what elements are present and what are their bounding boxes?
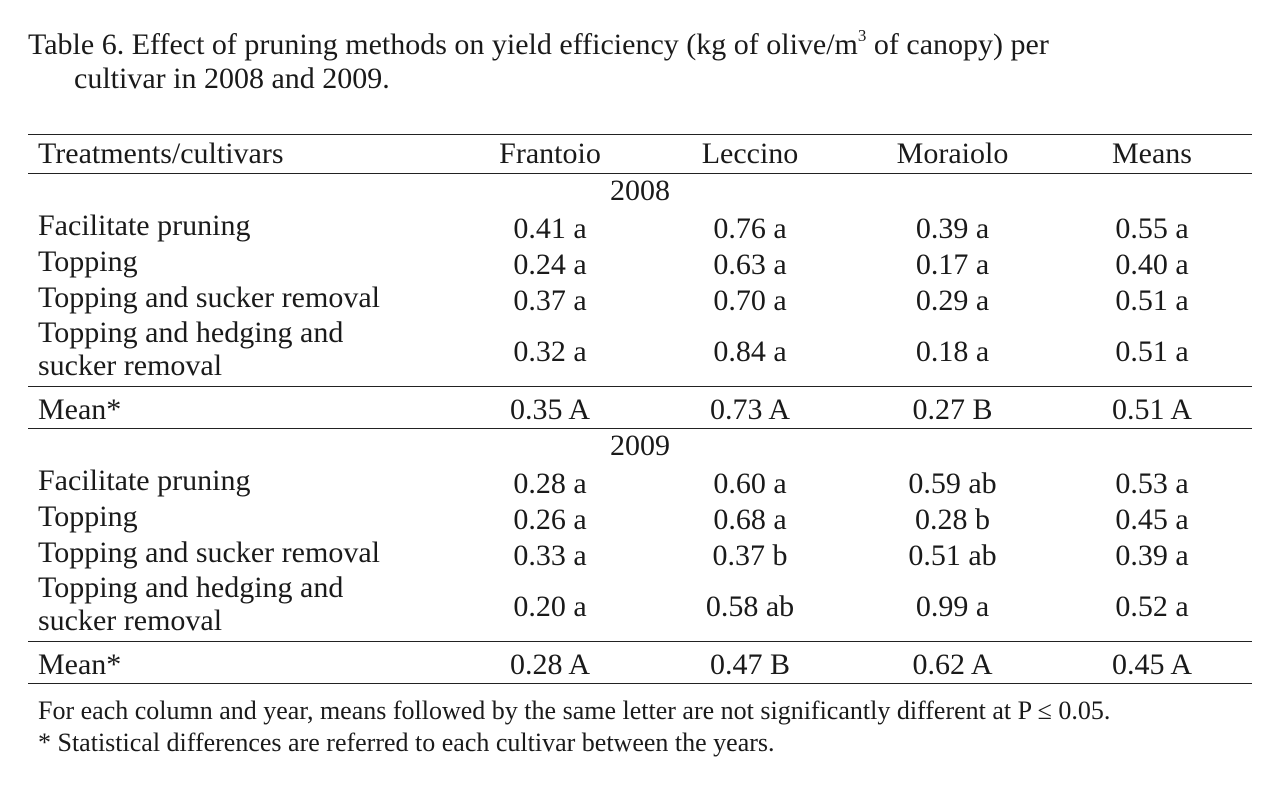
header-means: Means [1112, 137, 1192, 170]
table-row: Topping and hedging and sucker removal 0… [0, 571, 1281, 641]
value-moraiolo: 0.28 b [915, 503, 990, 536]
mean-leccino: 0.47 B [709, 648, 790, 681]
value-leccino: 0.84 a [713, 335, 787, 368]
table-bottom-rule [28, 683, 1252, 684]
treatment-label: Facilitate pruning [38, 464, 251, 497]
value-means: 0.45 a [1115, 503, 1189, 536]
mean-moraiolo: 0.62 A [912, 648, 993, 681]
caption-superscript: 3 [857, 26, 867, 45]
value-leccino: 0.70 a [713, 284, 787, 317]
value-means: 0.55 a [1115, 212, 1189, 245]
header-treatments: Treatments/cultivars [38, 137, 284, 170]
value-frantoio: 0.28 a [513, 467, 587, 500]
caption-line-1: Table 6. Effect of pruning methods on yi… [28, 26, 1258, 62]
treatment-label-line-1: Topping and hedging and [38, 316, 344, 349]
treatment-label-line-1: Topping and hedging and [38, 571, 344, 604]
caption-text-1b: of canopy) per [866, 28, 1049, 61]
year-label: 2009 [610, 429, 670, 462]
table-top-rule [28, 134, 1252, 135]
value-means: 0.52 a [1115, 590, 1189, 623]
mean-means: 0.45 A [1111, 648, 1192, 681]
table-caption: Table 6. Effect of pruning methods on yi… [28, 26, 1258, 96]
year-label: 2008 [610, 174, 670, 207]
value-moraiolo: 0.18 a [915, 335, 990, 368]
header-moraiolo: Moraiolo [896, 137, 1009, 170]
header-frantoio: Frantoio [499, 137, 601, 170]
table-row: Topping and hedging and sucker removal 0… [0, 316, 1281, 386]
value-means: 0.40 a [1115, 248, 1189, 281]
mean-frantoio: 0.28 A [509, 648, 590, 681]
value-frantoio: 0.26 a [513, 503, 587, 536]
value-means: 0.39 a [1115, 539, 1189, 572]
mean-top-rule [28, 386, 1252, 387]
treatment-label-line-2: sucker removal [38, 604, 223, 637]
caption-text-1: Table 6. Effect of pruning methods on yi… [28, 28, 858, 61]
treatment-label: Topping and sucker removal [38, 281, 380, 314]
value-frantoio: 0.37 a [513, 284, 587, 317]
treatment-label-line-2: sucker removal [38, 349, 223, 382]
value-leccino: 0.58 ab [705, 590, 795, 623]
treatment-label: Topping and sucker removal [38, 536, 380, 569]
header-leccino: Leccino [701, 137, 799, 170]
mean-frantoio: 0.35 A [509, 393, 590, 426]
value-frantoio: 0.20 a [513, 590, 587, 623]
footnote-statistical: * Statistical differences are referred t… [38, 728, 775, 757]
mean-label: Mean* [38, 648, 122, 681]
value-moraiolo: 0.29 a [915, 284, 990, 317]
treatment-label: Facilitate pruning [38, 209, 251, 242]
value-frantoio: 0.32 a [513, 335, 587, 368]
value-moraiolo: 0.59 ab [908, 467, 997, 500]
footnote-significance: For each column and year, means followed… [38, 696, 1111, 725]
value-frantoio: 0.24 a [513, 248, 587, 281]
value-leccino: 0.68 a [713, 503, 787, 536]
caption-line-2: cultivar in 2008 and 2009. [74, 62, 390, 95]
value-moraiolo: 0.17 a [915, 248, 990, 281]
mean-label: Mean* [38, 393, 122, 426]
mean-top-rule [28, 641, 1252, 642]
value-leccino: 0.37 b [712, 539, 788, 572]
value-moraiolo: 0.51 ab [908, 539, 997, 572]
value-means: 0.51 a [1115, 335, 1189, 368]
value-moraiolo: 0.39 a [915, 212, 990, 245]
year-separator-rule [28, 428, 1252, 429]
value-frantoio: 0.41 a [513, 212, 587, 245]
mean-leccino: 0.73 A [709, 393, 790, 426]
value-leccino: 0.63 a [713, 248, 787, 281]
value-means: 0.53 a [1115, 467, 1189, 500]
value-means: 0.51 a [1115, 284, 1189, 317]
mean-moraiolo: 0.27 B [912, 393, 993, 426]
treatment-label: Topping [38, 500, 138, 533]
value-frantoio: 0.33 a [513, 539, 587, 572]
header-bottom-rule [28, 173, 1252, 174]
value-leccino: 0.76 a [713, 212, 787, 245]
value-leccino: 0.60 a [713, 467, 787, 500]
treatment-label: Topping [38, 245, 138, 278]
mean-means: 0.51 A [1111, 393, 1192, 426]
value-moraiolo: 0.99 a [915, 590, 990, 623]
